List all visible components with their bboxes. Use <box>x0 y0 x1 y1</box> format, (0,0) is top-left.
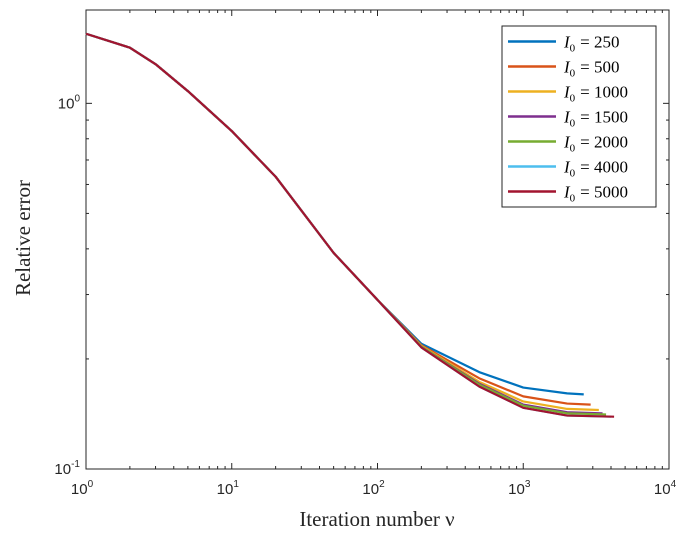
series-lines <box>85 32 615 418</box>
series-line-7 <box>85 32 615 418</box>
axes <box>85 9 670 470</box>
x-tick-label: 102 <box>362 479 385 498</box>
legend-entry-label: I0 = 1000 <box>563 83 628 105</box>
legend-entry-label: I0 = 1500 <box>563 108 628 130</box>
legend-entry-label: I0 = 250 <box>563 33 620 55</box>
x-tick-label: 100 <box>71 479 94 498</box>
x-tick-label: 103 <box>508 479 531 498</box>
x-tick-label: 104 <box>654 479 677 498</box>
y-tick-label: 100 <box>58 93 81 112</box>
legend: I0 = 250 I0 = 500 I0 = 1000 I0 = 1500 I0 = 2000 I0… <box>501 25 657 208</box>
y-tick-label: 10-1 <box>54 459 80 478</box>
x-axis-title: Iteration number ν <box>299 507 454 531</box>
legend-entry-label: I0 = 5000 <box>563 183 628 205</box>
legend-entry-label: I0 = 500 <box>563 58 620 80</box>
legend-entry-label: I0 = 2000 <box>563 133 628 155</box>
y-axis-title: Relative error <box>11 180 35 296</box>
legend-entry-label: I0 = 4000 <box>563 158 628 180</box>
x-tick-label: 101 <box>217 479 240 498</box>
